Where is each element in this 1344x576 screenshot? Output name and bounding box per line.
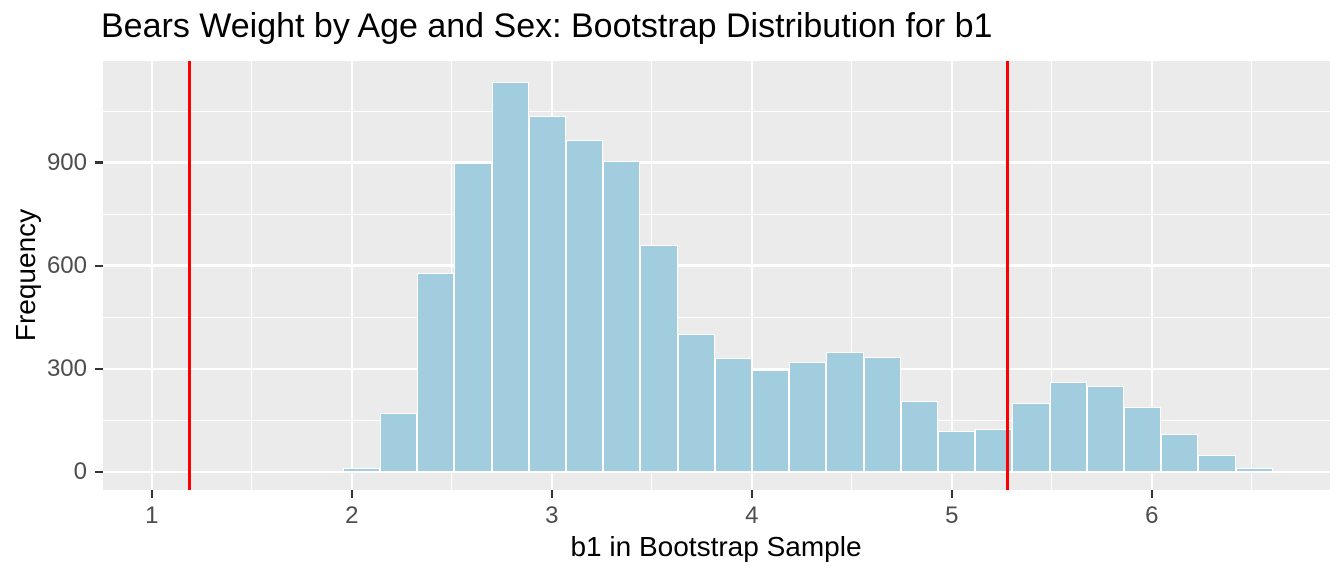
x-gridline-major: [950, 61, 954, 490]
histogram-bar: [863, 356, 901, 472]
histogram-bar: [342, 468, 380, 472]
x-tick-label: 5: [945, 502, 959, 529]
histogram-bar: [566, 140, 604, 472]
reference-line: [1006, 61, 1010, 490]
x-tick-mark: [1150, 490, 1153, 498]
histogram-bar: [1124, 406, 1162, 472]
x-gridline-minor: [851, 61, 853, 490]
y-gridline-major: [103, 470, 1330, 474]
x-tick-label: 1: [145, 502, 159, 529]
x-gridline-major: [750, 61, 754, 490]
y-tick-mark: [95, 161, 103, 164]
x-gridline-minor: [1251, 61, 1253, 490]
histogram-bar: [528, 116, 566, 472]
histogram-bar: [975, 428, 1013, 472]
y-tick-label: 900: [46, 148, 87, 176]
histogram-bar: [454, 162, 492, 472]
histogram-bar: [677, 334, 715, 472]
histogram-bar: [491, 81, 529, 472]
x-axis-title: b1 in Bootstrap Sample: [570, 531, 862, 562]
histogram-bar: [1086, 385, 1124, 472]
histogram-bar: [789, 361, 827, 472]
x-gridline-major: [1150, 61, 1154, 490]
histogram-bar: [1161, 434, 1199, 472]
x-gridline-minor: [251, 61, 253, 490]
reference-line: [188, 61, 192, 490]
y-gridline-major: [103, 264, 1330, 267]
histogram-bar: [1198, 454, 1236, 472]
y-gridline-minor: [103, 316, 1330, 318]
histogram-bar: [380, 413, 418, 472]
x-gridline-minor: [1051, 61, 1053, 490]
histogram-bar: [1235, 468, 1273, 472]
chart-title: Bears Weight by Age and Sex: Bootstrap D…: [101, 7, 993, 45]
y-gridline-minor: [103, 110, 1330, 112]
histogram-bar: [714, 358, 752, 472]
histogram-bar: [826, 351, 864, 472]
x-tick-mark: [750, 490, 753, 498]
histogram-bar: [1049, 382, 1087, 472]
histogram-bar: [417, 272, 455, 472]
x-gridline-major: [350, 61, 354, 490]
histogram-bar: [1012, 403, 1050, 472]
x-tick-label: 3: [545, 502, 559, 529]
x-tick-label: 6: [1145, 502, 1159, 529]
histogram-bar: [640, 245, 678, 472]
y-tick-mark: [95, 264, 103, 267]
x-tick-mark: [350, 490, 353, 498]
y-tick-mark: [95, 367, 103, 370]
x-tick-label: 4: [745, 502, 759, 529]
histogram-bar: [752, 370, 790, 472]
y-tick-label: 600: [46, 251, 87, 279]
x-tick-mark: [950, 490, 953, 498]
x-tick-mark: [150, 490, 153, 498]
histogram-bar: [603, 160, 641, 472]
y-tick-label: 300: [46, 354, 87, 382]
histogram-bar: [900, 401, 938, 472]
y-gridline-minor: [103, 213, 1330, 215]
y-gridline-major: [103, 161, 1330, 164]
x-gridline-major: [150, 61, 154, 490]
y-tick-label: 0: [73, 457, 87, 485]
x-tick-mark: [550, 490, 553, 498]
y-tick-mark: [95, 470, 103, 473]
histogram-bar: [938, 430, 976, 472]
x-tick-label: 2: [345, 502, 359, 529]
